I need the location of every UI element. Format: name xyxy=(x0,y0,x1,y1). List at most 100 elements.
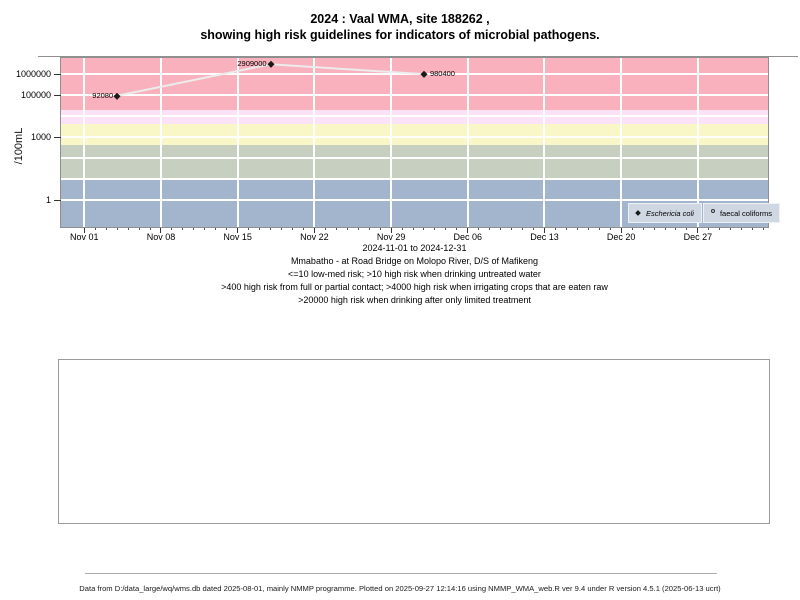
x-minor-tick xyxy=(291,227,293,230)
x-minor-tick xyxy=(489,227,491,230)
h-gridline xyxy=(61,178,768,180)
x-minor-tick xyxy=(741,227,743,230)
data-point-label: 980400 xyxy=(429,69,455,79)
x-minor-tick xyxy=(730,227,732,230)
x-tick-label: Nov 22 xyxy=(300,232,329,242)
x-tick xyxy=(237,227,239,233)
y-tick xyxy=(54,136,61,138)
x-minor-tick xyxy=(456,227,458,230)
x-minor-tick xyxy=(379,227,381,230)
title-separator xyxy=(38,56,798,57)
y-tick xyxy=(54,199,61,201)
caption-guideline-2: >400 high risk from full or partial cont… xyxy=(221,282,608,292)
v-gridline xyxy=(83,58,86,227)
footer-separator xyxy=(85,573,717,574)
h-gridline xyxy=(61,136,768,138)
y-tick-label: 1000000 xyxy=(15,69,51,79)
x-tick xyxy=(313,227,315,233)
v-gridline xyxy=(390,58,393,227)
x-minor-tick xyxy=(500,227,502,230)
x-minor-tick xyxy=(653,227,655,230)
x-minor-tick xyxy=(94,227,96,230)
x-minor-tick xyxy=(302,227,304,230)
plot-area: 92080 2909000 980400 xyxy=(61,58,768,227)
caption-guideline-3: >20000 high risk when drinking after onl… xyxy=(298,295,531,305)
x-tick-label: Dec 20 xyxy=(606,232,636,242)
v-gridline xyxy=(696,58,699,227)
x-minor-tick xyxy=(708,227,710,230)
x-tick xyxy=(160,227,162,233)
v-gridline xyxy=(620,58,623,227)
x-minor-tick xyxy=(642,227,644,230)
legend-label: Eschericia coli xyxy=(646,208,694,218)
x-minor-tick xyxy=(215,227,217,230)
risk-band xyxy=(61,145,768,179)
data-point-label: 92080 xyxy=(92,90,114,100)
x-minor-tick xyxy=(533,227,535,230)
x-minor-tick xyxy=(226,227,228,230)
legend-label: faecal coliforms xyxy=(719,208,773,218)
caption-date-range: 2024-11-01 to 2024-12-31 xyxy=(362,243,467,253)
x-tick-label: Dec 27 xyxy=(683,232,713,242)
x-tick xyxy=(390,227,392,233)
x-minor-tick xyxy=(522,227,524,230)
x-tick xyxy=(83,227,85,233)
filled-diamond-icon xyxy=(635,210,641,216)
x-minor-tick xyxy=(576,227,578,230)
x-minor-tick xyxy=(434,227,436,230)
x-minor-tick xyxy=(423,227,425,230)
caption-lines: 2024-11-01 to 2024-12-31 Mmabatho - at R… xyxy=(61,242,768,307)
x-minor-tick xyxy=(105,227,107,230)
v-gridline xyxy=(159,58,162,227)
x-tick-label: Nov 29 xyxy=(376,232,406,242)
chart-title-line1: 2024 : Vaal WMA, site 188262 , xyxy=(310,12,490,26)
v-gridline xyxy=(466,58,469,227)
x-tick xyxy=(543,227,545,233)
x-minor-tick xyxy=(631,227,633,230)
x-tick-label: Dec 13 xyxy=(530,232,559,242)
x-minor-tick xyxy=(116,227,118,230)
h-gridline xyxy=(61,199,768,201)
y-tick-label: 1000 xyxy=(30,132,51,142)
h-gridline xyxy=(61,157,768,159)
x-minor-tick xyxy=(511,227,513,230)
x-tick-label: Nov 01 xyxy=(70,232,99,242)
v-gridline xyxy=(313,58,316,227)
legend-item: Eschericia coli xyxy=(628,203,702,223)
x-minor-tick xyxy=(357,227,359,230)
legend: Eschericia coli faecal coliforms xyxy=(627,203,781,223)
y-tick-label: 100000 xyxy=(20,90,51,100)
x-minor-tick xyxy=(259,227,261,230)
x-minor-tick xyxy=(598,227,600,230)
x-tick-label: Nov 08 xyxy=(146,232,176,242)
series-line-layer xyxy=(116,63,425,97)
x-minor-tick xyxy=(763,227,765,230)
x-minor-tick xyxy=(270,227,272,230)
empty-panel xyxy=(58,359,770,524)
y-tick xyxy=(54,73,61,75)
x-minor-tick xyxy=(686,227,688,230)
x-minor-tick xyxy=(324,227,326,230)
x-minor-tick xyxy=(204,227,206,230)
y-tick xyxy=(54,94,61,96)
data-point-label: 2909000 xyxy=(237,59,267,69)
x-minor-tick xyxy=(401,227,403,230)
x-tick xyxy=(620,227,622,233)
chart-title: 2024 : Vaal WMA, site 188262 , showing h… xyxy=(0,11,800,43)
x-tick-label: Nov 15 xyxy=(223,232,252,242)
x-minor-tick xyxy=(445,227,447,230)
x-minor-tick xyxy=(171,227,173,230)
footer-text: Data from D:/data_large/wq/wms.db dated … xyxy=(79,584,721,593)
x-minor-tick xyxy=(664,227,666,230)
x-minor-tick xyxy=(193,227,195,230)
x-minor-tick xyxy=(609,227,611,230)
x-minor-tick xyxy=(248,227,250,230)
caption-guideline-1: <=10 low-med risk; >10 high risk when dr… xyxy=(288,269,541,279)
risk-chart: /100mL 92080 2909000 980400 1000000 100000 1… xyxy=(13,57,781,242)
x-tick xyxy=(467,227,469,233)
x-minor-tick xyxy=(412,227,414,230)
x-minor-tick xyxy=(182,227,184,230)
x-minor-tick xyxy=(335,227,337,230)
x-minor-tick xyxy=(565,227,567,230)
